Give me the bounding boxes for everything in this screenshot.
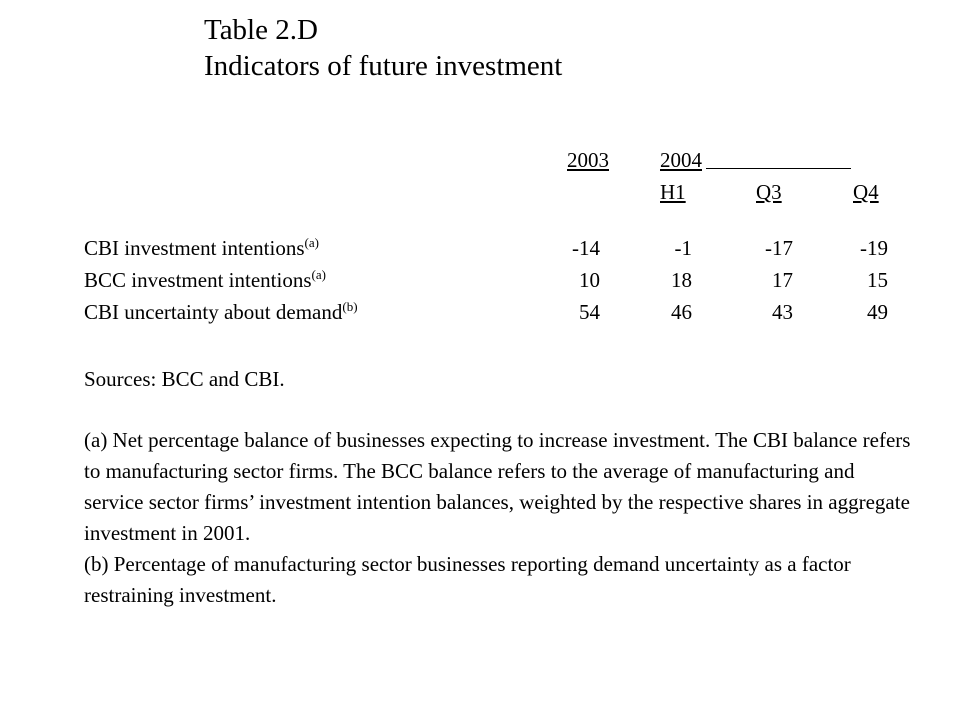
table-number: Table 2.D: [204, 14, 318, 46]
footnote-marker: (a): [311, 267, 326, 282]
indicators-table: 2003 2004 H1 Q3 Q4 CBI investment intent…: [84, 148, 888, 324]
cell-cbi-investment-2003: -14: [572, 236, 600, 260]
header-year-2004: 2004: [660, 148, 702, 172]
cell-cbi-investment-h1: -1: [674, 236, 693, 260]
cell-bcc-investment-q3: 17: [772, 268, 793, 292]
table-caption: Indicators of future investment: [204, 50, 563, 82]
cell-cbi-uncertainty-q4: 49: [867, 300, 888, 324]
cell-cbi-investment-q4: -19: [860, 236, 888, 260]
notes-spacer: [84, 395, 914, 425]
footnote-b: (b) Percentage of manufacturing sector b…: [84, 552, 851, 607]
cell-cbi-uncertainty-2003: 54: [579, 300, 600, 324]
table-notes: Sources: BCC and CBI. (a) Net percentage…: [84, 364, 914, 611]
header-q4: Q4: [853, 180, 879, 204]
header-q3: Q3: [756, 180, 782, 204]
cell-bcc-investment-2003: 10: [579, 268, 600, 292]
header-h1: H1: [660, 180, 686, 204]
cell-cbi-uncertainty-h1: 46: [671, 300, 692, 324]
footnote-marker: (b): [342, 299, 358, 314]
footnote-a: (a) Net percentage balance of businesses…: [84, 428, 911, 545]
header-year-2003: 2003: [567, 148, 609, 172]
cell-bcc-investment-h1: 18: [671, 268, 692, 292]
cell-cbi-uncertainty-q3: 43: [772, 300, 793, 324]
row-label-cbi-uncertainty: CBI uncertainty about demand(b): [84, 299, 358, 324]
row-label-cbi-investment: CBI investment intentions(a): [84, 235, 319, 260]
row-label-bcc-investment: BCC investment intentions(a): [84, 267, 326, 292]
cell-bcc-investment-q4: 15: [867, 268, 888, 292]
sources-note: Sources: BCC and CBI.: [84, 367, 285, 391]
footnote-marker: (a): [304, 235, 319, 250]
table-title: Table 2.D Indicators of future investmen…: [204, 12, 562, 84]
cell-cbi-investment-q3: -17: [765, 236, 793, 260]
header-year-2004-rule: [706, 168, 851, 169]
